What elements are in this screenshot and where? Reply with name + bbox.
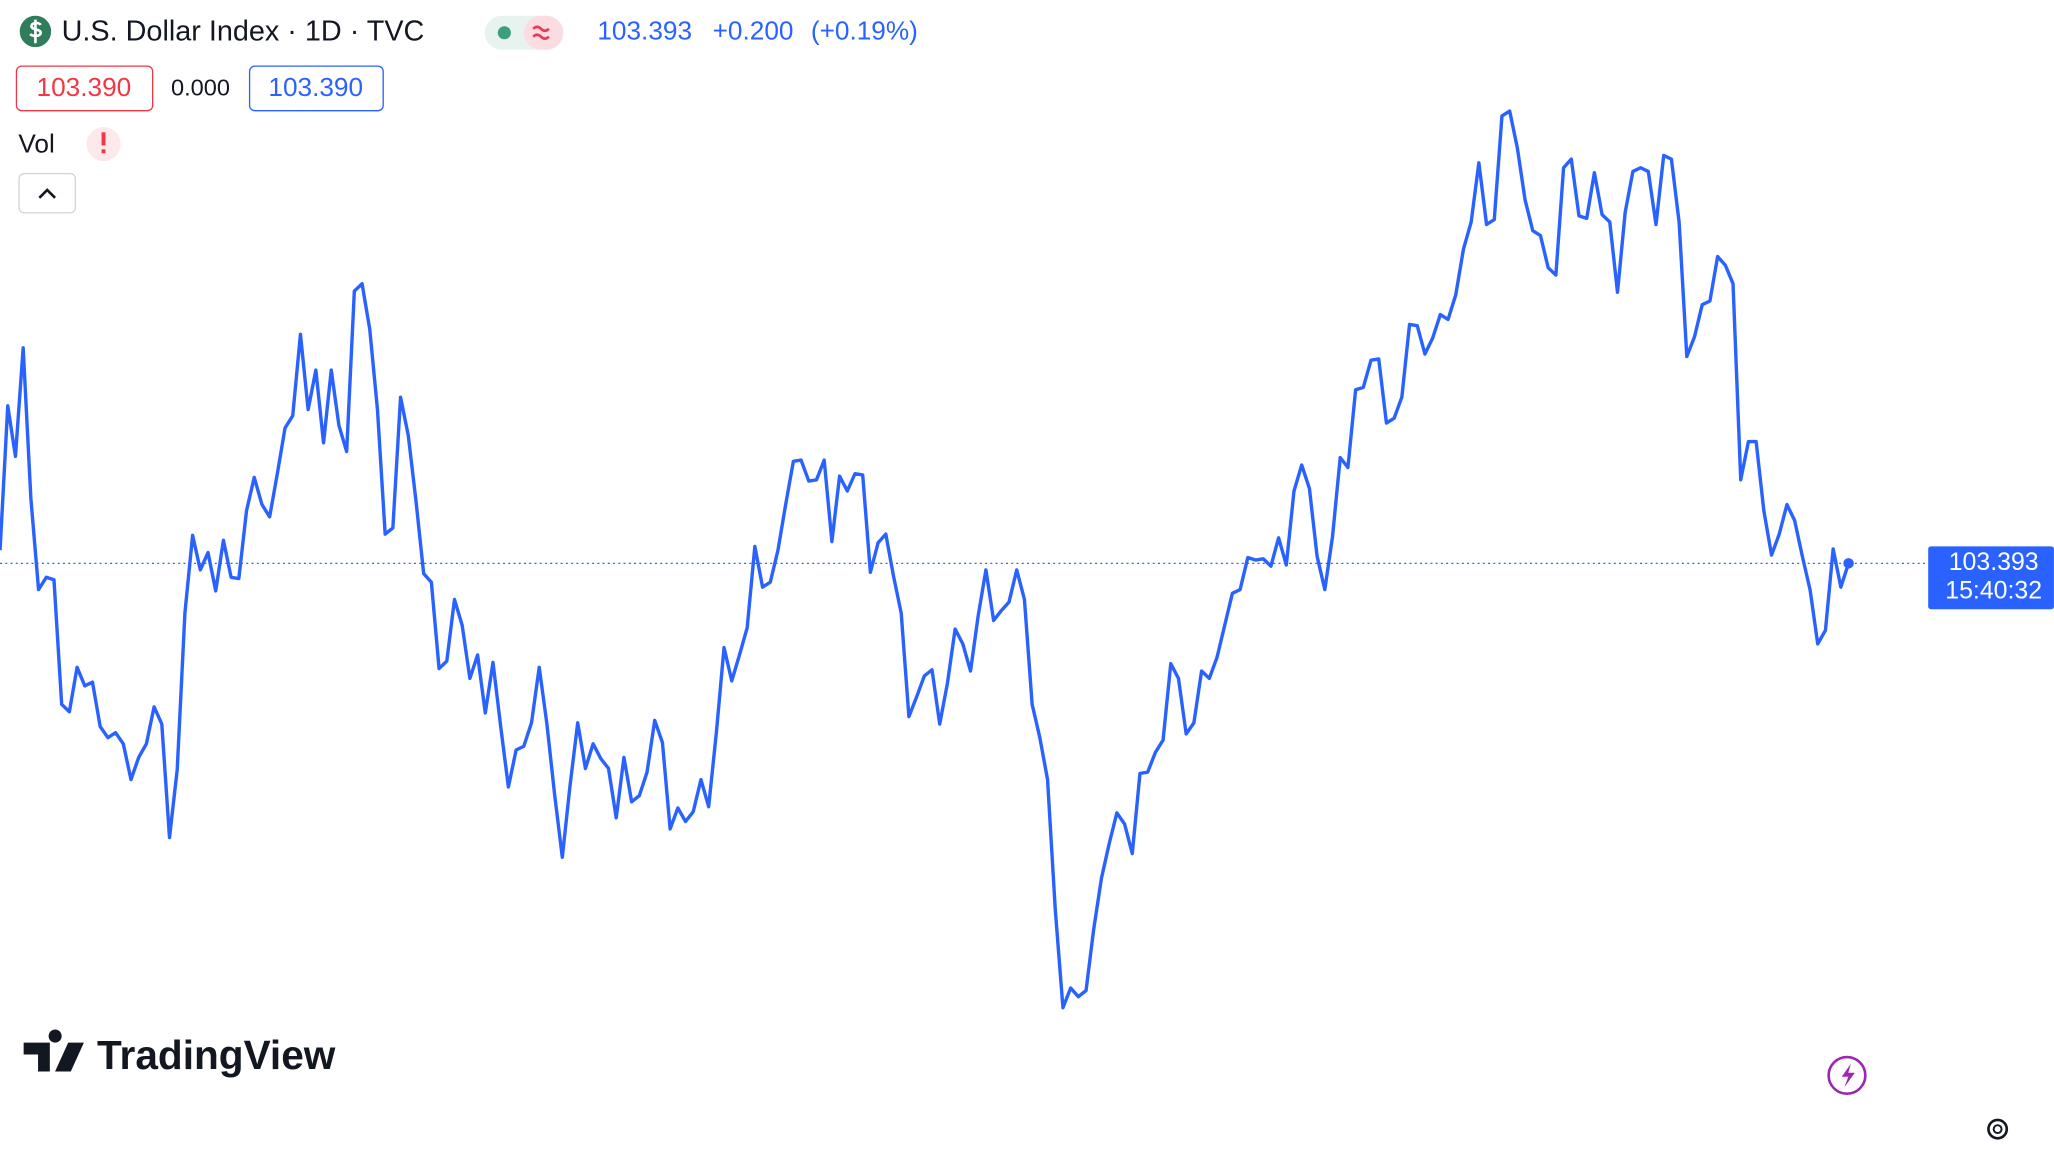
warning-glyph — [101, 132, 106, 146]
price-change-pct: (+0.19%) — [811, 16, 918, 46]
legend-header: U.S. Dollar Index · 1D · TVC 103.393 +0.… — [0, 0, 944, 214]
sell-button[interactable] — [15, 65, 154, 112]
collapse-button[interactable] — [18, 172, 77, 214]
price-change: +0.200 — [713, 16, 794, 46]
spread: 0.000 — [171, 74, 230, 100]
market-open-dot — [497, 26, 511, 40]
warning-glyph-dot — [101, 149, 106, 154]
lightning-icon — [1841, 1063, 1855, 1088]
price-line — [0, 109, 1851, 1010]
bar-countdown: 15:40:32 — [1945, 577, 2042, 605]
header-bg — [0, 0, 944, 53]
plot — [0, 109, 1926, 1010]
chevron-up — [38, 188, 56, 199]
bid-price: 103.390 — [37, 72, 132, 102]
delay-icon — [532, 25, 550, 40]
symbol-icon-glyph — [29, 19, 42, 44]
logo-mark — [23, 1029, 84, 1072]
buy-button[interactable] — [248, 65, 384, 112]
volume-label[interactable]: Vol — [18, 128, 54, 158]
last-price-badge — [1928, 546, 2054, 610]
last-price: 103.393 — [597, 16, 692, 46]
status-pill-red — [524, 15, 564, 50]
settings-glyph — [1992, 1124, 2003, 1135]
last-price-label: 103.393 — [1949, 548, 2039, 576]
ask-price: 103.390 — [268, 72, 363, 102]
last-point — [1843, 558, 1854, 569]
brand-name: TradingView — [97, 1032, 336, 1078]
brand-logo: TradingView — [23, 1029, 336, 1078]
settings-button[interactable] — [1987, 1118, 2009, 1140]
symbol-title[interactable]: U.S. Dollar Index · 1D · TVC — [62, 15, 425, 47]
